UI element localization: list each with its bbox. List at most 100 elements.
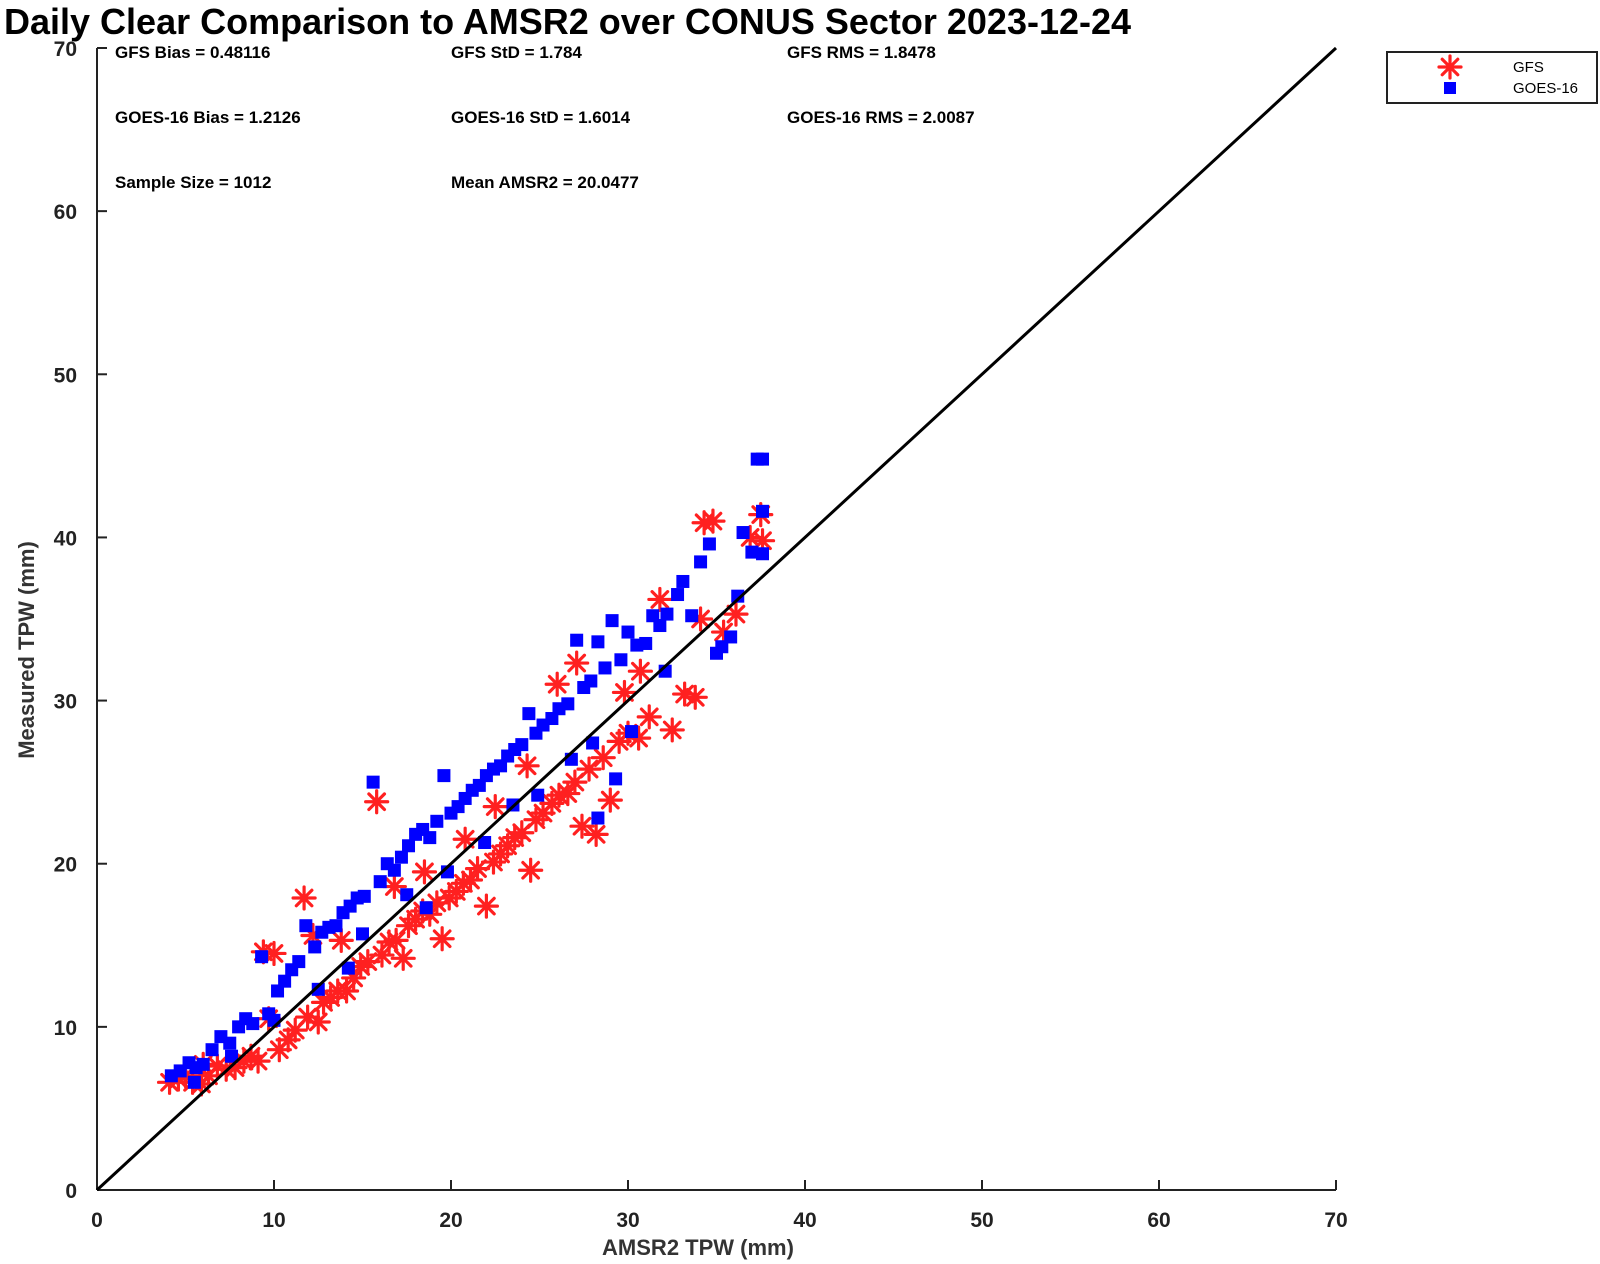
chart-title: Daily Clear Comparison to AMSR2 over CON… bbox=[4, 1, 1131, 42]
legend: GFS GOES-16 bbox=[1386, 51, 1598, 104]
gfs-point bbox=[700, 508, 726, 534]
gfs-point bbox=[636, 704, 662, 730]
gfs-bias-label: GFS Bias = 0.48116 bbox=[115, 43, 270, 62]
gfs-point bbox=[518, 857, 544, 883]
gfs-rms-label: GFS RMS = 1.8478 bbox=[787, 43, 936, 62]
gfs-point bbox=[261, 940, 287, 967]
gfs-point bbox=[611, 679, 638, 706]
goes16-point bbox=[614, 653, 628, 667]
goes-rms-label: GOES-16 RMS = 2.0087 bbox=[787, 108, 975, 127]
one-to-one-reference-line bbox=[95, 46, 1338, 1192]
legend-gfs-marker bbox=[1437, 54, 1463, 80]
x-tick-label: 0 bbox=[91, 1209, 103, 1232]
gfs-point bbox=[723, 601, 749, 627]
legend-goes16-label: GOES-16 bbox=[1513, 80, 1578, 97]
goes16-point bbox=[671, 588, 685, 602]
gfs-point bbox=[682, 684, 708, 710]
goes16-point bbox=[625, 725, 639, 739]
goes16-point bbox=[225, 1049, 239, 1063]
plot-area: 0 10 20 30 40 50 60 70 0 10 20 30 40 50 60 70 bbox=[54, 38, 1348, 1232]
gfs-point bbox=[555, 780, 581, 807]
goes16-point bbox=[341, 961, 355, 975]
goes16-point bbox=[736, 526, 750, 540]
goes16-point bbox=[756, 547, 770, 561]
goes16-point bbox=[402, 839, 416, 853]
x-axis-label: AMSR2 TPW (mm) bbox=[602, 1235, 794, 1260]
y-tick-label: 30 bbox=[54, 691, 77, 714]
x-tick-label: 10 bbox=[262, 1209, 285, 1232]
goes16-point bbox=[605, 614, 619, 628]
goes16-point bbox=[522, 707, 536, 721]
gfs-point bbox=[583, 821, 609, 847]
y-tick-label: 60 bbox=[54, 201, 77, 224]
goes16-point bbox=[598, 661, 612, 675]
goes16-point bbox=[472, 778, 486, 792]
goes16-point bbox=[423, 831, 437, 845]
goes16-point bbox=[223, 1036, 237, 1050]
gfs-point bbox=[381, 873, 407, 900]
gfs-point bbox=[590, 745, 616, 771]
gfs-point bbox=[509, 820, 535, 846]
y-axis-label: Measured TPW (mm) bbox=[14, 541, 39, 759]
goes16-point bbox=[724, 630, 738, 644]
gfs-std-label: GFS StD = 1.784 bbox=[451, 43, 582, 62]
legend-gfs-asterisk bbox=[1437, 54, 1463, 80]
goes16-point bbox=[561, 697, 575, 711]
gfs-point bbox=[305, 1009, 331, 1035]
x-tick-label: 40 bbox=[793, 1209, 816, 1232]
goes16-point bbox=[745, 545, 759, 559]
goes16-point bbox=[646, 609, 660, 623]
goes16-point bbox=[494, 759, 508, 773]
goes16-point bbox=[694, 555, 708, 569]
goes-bias-label: GOES-16 Bias = 1.2126 bbox=[115, 108, 301, 127]
goes16-point bbox=[292, 955, 306, 969]
goes16-point bbox=[591, 811, 605, 825]
gfs-point bbox=[291, 885, 317, 911]
gfs-point bbox=[245, 1048, 271, 1074]
goes16-point bbox=[685, 609, 699, 623]
goes16-point bbox=[653, 619, 667, 633]
goes16-point bbox=[731, 589, 745, 603]
goes16-point bbox=[756, 504, 770, 518]
legend-gfs-label: GFS bbox=[1513, 59, 1544, 76]
goes16-point bbox=[308, 940, 322, 954]
goes16-point bbox=[366, 775, 380, 789]
mean-amsr2-label: Mean AMSR2 = 20.0477 bbox=[451, 173, 639, 192]
goes16-point bbox=[299, 919, 313, 933]
goes16-point bbox=[271, 984, 285, 998]
gfs-point bbox=[576, 756, 602, 782]
goes16-point bbox=[357, 889, 371, 903]
goes16-point bbox=[639, 636, 653, 650]
goes16-point bbox=[187, 1075, 201, 1089]
goes16-point bbox=[515, 738, 529, 752]
goes16-point bbox=[329, 919, 343, 933]
goes16-point bbox=[531, 788, 545, 802]
goes16-point bbox=[400, 888, 414, 902]
y-tick-label: 50 bbox=[54, 364, 77, 387]
y-tick-label: 20 bbox=[54, 854, 77, 877]
goes16-point bbox=[591, 635, 605, 649]
axis-ticks: 0 10 20 30 40 50 60 70 0 10 20 30 40 50 60 70 bbox=[54, 38, 1348, 1232]
goes16-point bbox=[609, 772, 623, 786]
gfs-point bbox=[659, 717, 685, 743]
legend-box bbox=[1386, 51, 1598, 104]
goes16-point bbox=[586, 736, 600, 750]
gfs-point bbox=[364, 789, 390, 815]
y-tick-label: 40 bbox=[54, 527, 77, 550]
goes16-point bbox=[373, 875, 387, 889]
x-tick-label: 70 bbox=[1324, 1209, 1347, 1232]
gfs-point bbox=[544, 671, 570, 697]
goes16-point bbox=[478, 836, 492, 850]
y-tick-label: 10 bbox=[54, 1017, 77, 1040]
x-tick-label: 50 bbox=[970, 1209, 993, 1232]
goes16-point bbox=[356, 927, 369, 941]
goes-std-label: GOES-16 StD = 1.6014 bbox=[451, 108, 631, 127]
x-tick-label: 60 bbox=[1147, 1209, 1170, 1232]
gfs-point bbox=[390, 945, 416, 971]
goes16-point bbox=[419, 901, 433, 915]
goes16-point bbox=[702, 537, 716, 551]
gfs-point bbox=[647, 586, 673, 613]
goes16-point bbox=[311, 982, 325, 996]
gfs-point bbox=[383, 927, 409, 953]
